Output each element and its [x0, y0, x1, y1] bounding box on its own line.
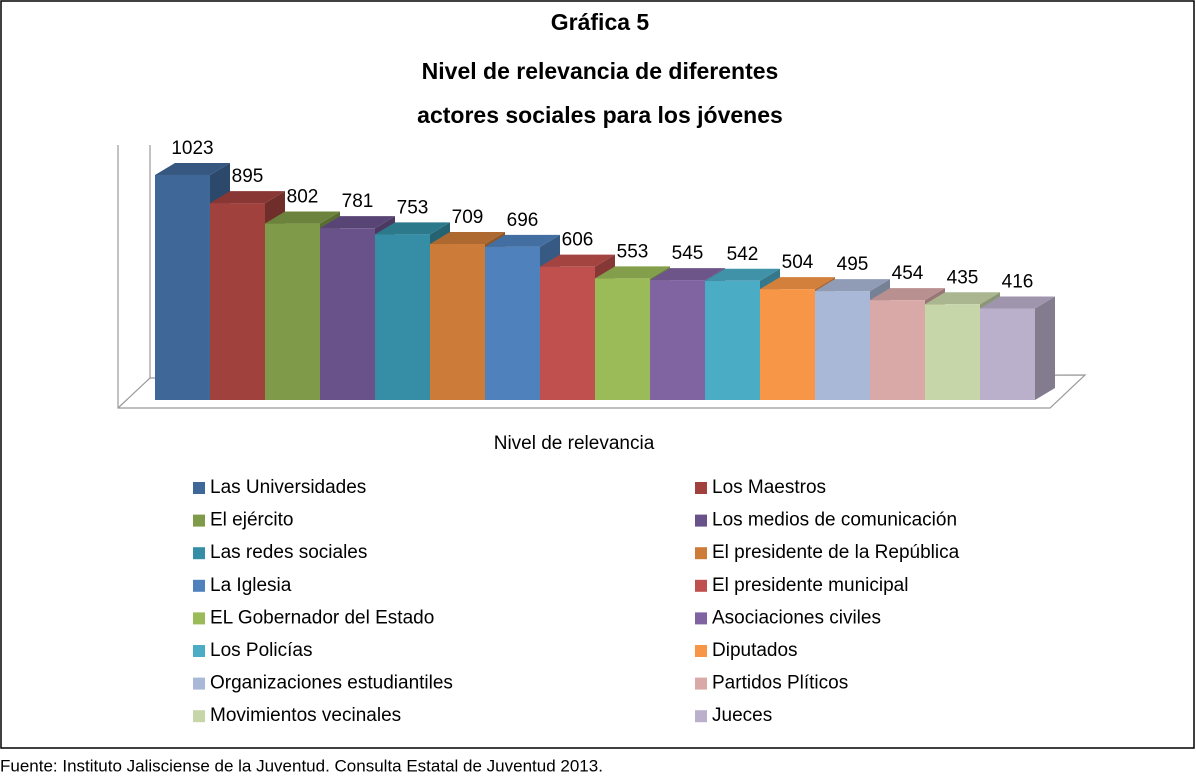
bar — [540, 266, 595, 400]
legend-swatch — [695, 579, 707, 592]
legend-swatch — [193, 710, 205, 723]
bar — [265, 223, 320, 400]
bar-top — [540, 254, 615, 267]
legend-swatch — [695, 547, 707, 560]
bar — [705, 280, 760, 400]
bar-side — [1035, 296, 1055, 400]
bar — [870, 300, 925, 400]
bar-top — [815, 279, 890, 292]
legend-swatch — [193, 514, 205, 527]
legend-swatch — [695, 514, 707, 527]
data-label: 1023 — [171, 138, 213, 159]
bar — [430, 244, 485, 400]
bar — [760, 289, 815, 400]
legend-label: Partidos Plíticos — [712, 673, 848, 694]
data-label: 416 — [1002, 271, 1034, 292]
data-label: 495 — [837, 254, 869, 275]
legend-label: Diputados — [712, 640, 798, 661]
bar-top — [485, 234, 560, 247]
legend-label: EL Gobernador del Estado — [210, 607, 434, 628]
legend-swatch — [193, 579, 205, 592]
legend-label: El ejército — [210, 510, 293, 531]
bar — [210, 203, 265, 400]
legend-swatch — [193, 612, 205, 625]
bar — [375, 234, 430, 400]
bar-top — [265, 211, 340, 224]
legend-label: Jueces — [712, 705, 772, 726]
bar-top — [320, 216, 395, 229]
data-label: 696 — [507, 210, 539, 231]
source: Fuente: Instituto Jalisciense de la Juve… — [0, 756, 603, 775]
bar — [485, 246, 540, 400]
bar-top — [430, 232, 505, 245]
category-label: Nivel de relevancia — [494, 433, 655, 454]
chart-heading: Gráfica 5 — [551, 9, 650, 35]
bar-top — [760, 277, 835, 290]
legend-label: Las Universidades — [210, 477, 366, 498]
legend-label: Los Policías — [210, 640, 312, 661]
legend-label: Los medios de comunicación — [712, 510, 957, 531]
data-label: 542 — [727, 244, 759, 265]
bar-top — [980, 296, 1055, 309]
legend-label: Asociaciones civiles — [712, 607, 881, 628]
legend-label: Movimientos vecinales — [210, 705, 401, 726]
legend-label: Las redes sociales — [210, 542, 367, 563]
legend-swatch — [193, 482, 205, 494]
bar-top — [375, 222, 450, 235]
bar — [925, 304, 980, 400]
data-label: 504 — [782, 252, 814, 273]
legend-swatch — [193, 677, 205, 690]
floor-edge — [117, 377, 151, 409]
legend-swatch — [695, 677, 707, 690]
bar-top — [925, 292, 1000, 305]
data-label: 435 — [947, 267, 979, 288]
data-label: 802 — [287, 187, 319, 208]
legend-label: El presidente municipal — [712, 575, 908, 596]
bar — [650, 280, 705, 400]
bar — [320, 228, 375, 400]
legend-label: La Iglesia — [210, 575, 292, 596]
legend-swatch — [695, 612, 707, 625]
data-label: 781 — [342, 191, 374, 212]
bar-top — [595, 266, 670, 279]
bar — [595, 278, 650, 400]
data-label: 753 — [397, 197, 429, 218]
legend-swatch — [695, 710, 707, 723]
data-label: 606 — [562, 230, 594, 251]
floor — [117, 145, 1087, 409]
bar-top — [650, 268, 725, 281]
legend-swatch — [695, 645, 707, 657]
chart-title: Nivel de relevancia de diferentes — [422, 58, 779, 84]
bar-top — [705, 268, 780, 281]
bar-top — [155, 162, 230, 175]
legend-label: El presidente de la República — [712, 542, 960, 563]
chart-title: actores sociales para los jóvenes — [417, 102, 783, 128]
bar — [980, 308, 1035, 400]
bar-3d — [980, 296, 1055, 400]
legend-label: Los Maestros — [712, 477, 826, 498]
bar — [155, 174, 210, 400]
bar-top — [870, 288, 945, 301]
data-label: 553 — [617, 241, 649, 262]
data-label: 895 — [232, 166, 264, 187]
legend-label: Organizaciones estudiantiles — [210, 673, 453, 694]
data-label: 709 — [452, 207, 484, 228]
data-label: 454 — [892, 263, 924, 284]
bar — [815, 291, 870, 400]
legend-swatch — [193, 547, 205, 560]
data-label: 545 — [672, 243, 704, 264]
bar-top — [210, 191, 285, 204]
legend-swatch — [695, 482, 707, 494]
legend-swatch — [193, 645, 205, 657]
